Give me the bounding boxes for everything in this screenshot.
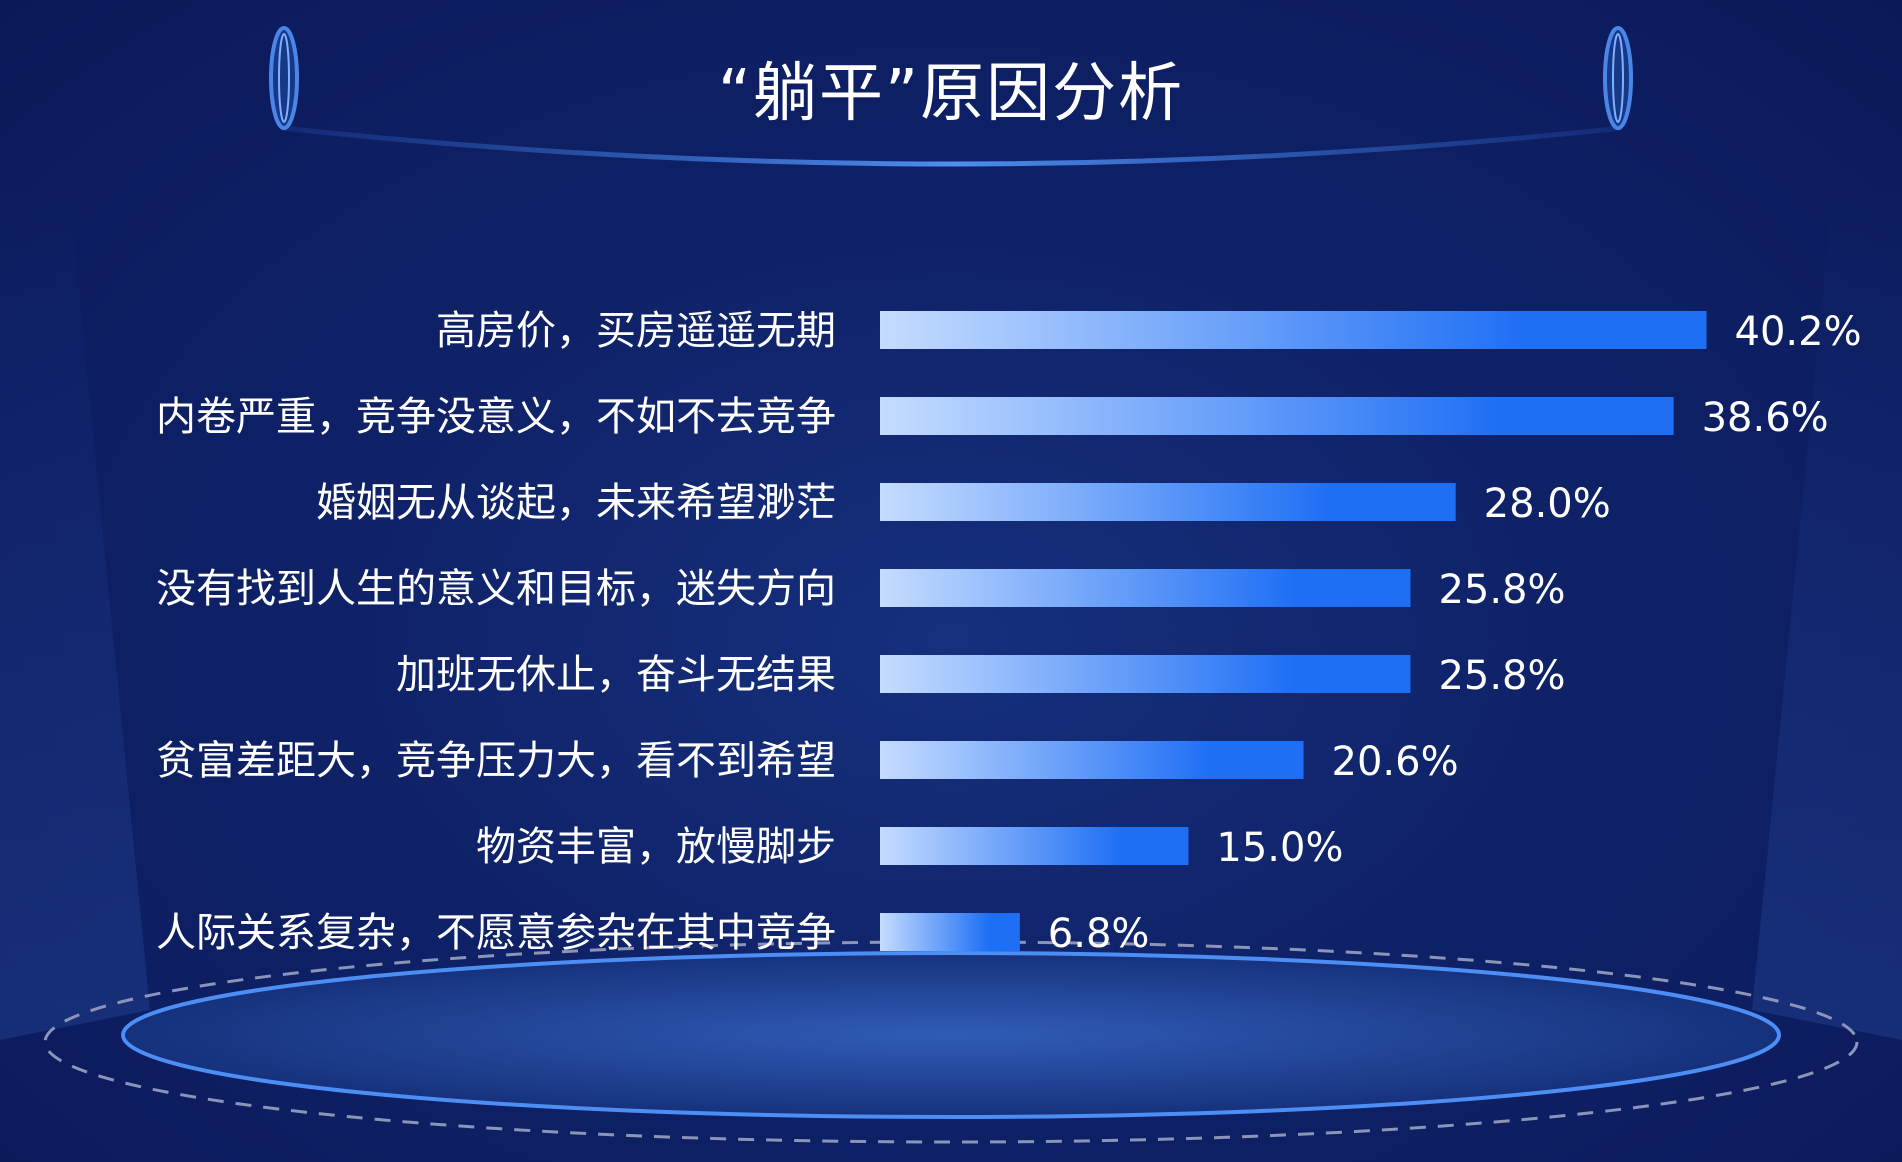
value-label: 15.0% — [1216, 825, 1343, 871]
value-label: 28.0% — [1484, 481, 1611, 527]
category-label: 人际关系复杂，不愿意参杂在其中竞争 — [156, 910, 836, 956]
stage-platform-dashed-ring — [43, 940, 1859, 1144]
category-label: 物资丰富，放慢脚步 — [476, 824, 836, 870]
bar — [880, 913, 1020, 951]
bar — [880, 569, 1411, 607]
category-label: 内卷严重，竞争没意义，不如不去竞争 — [156, 394, 836, 440]
bar — [880, 741, 1304, 779]
category-label: 高房价，买房遥遥无期 — [436, 308, 836, 354]
value-label: 20.6% — [1332, 739, 1459, 785]
stage-platform — [121, 951, 1781, 1119]
scroll-end-left — [269, 26, 299, 130]
value-label: 25.8% — [1438, 567, 1565, 613]
bar — [880, 655, 1411, 693]
light-beam-right — [1752, 180, 1902, 1040]
value-label: 38.6% — [1702, 395, 1829, 441]
light-beam-left — [0, 180, 150, 1040]
value-label: 40.2% — [1735, 309, 1862, 355]
category-label: 加班无休止，奋斗无结果 — [396, 652, 836, 698]
chart-title: “躺平”原因分析 — [717, 57, 1185, 131]
value-label: 6.8% — [1048, 911, 1150, 957]
bar — [880, 483, 1456, 521]
category-label: 贫富差距大，竞争压力大，看不到希望 — [156, 738, 836, 784]
bar — [880, 311, 1707, 349]
bar — [880, 827, 1189, 865]
title-scroll-curve — [281, 125, 1623, 167]
category-label: 婚姻无从谈起，未来希望渺茫 — [316, 480, 836, 526]
bar — [880, 397, 1674, 435]
category-label: 没有找到人生的意义和目标，迷失方向 — [156, 566, 836, 612]
value-label: 25.8% — [1438, 653, 1565, 699]
scroll-end-right — [1603, 26, 1633, 130]
